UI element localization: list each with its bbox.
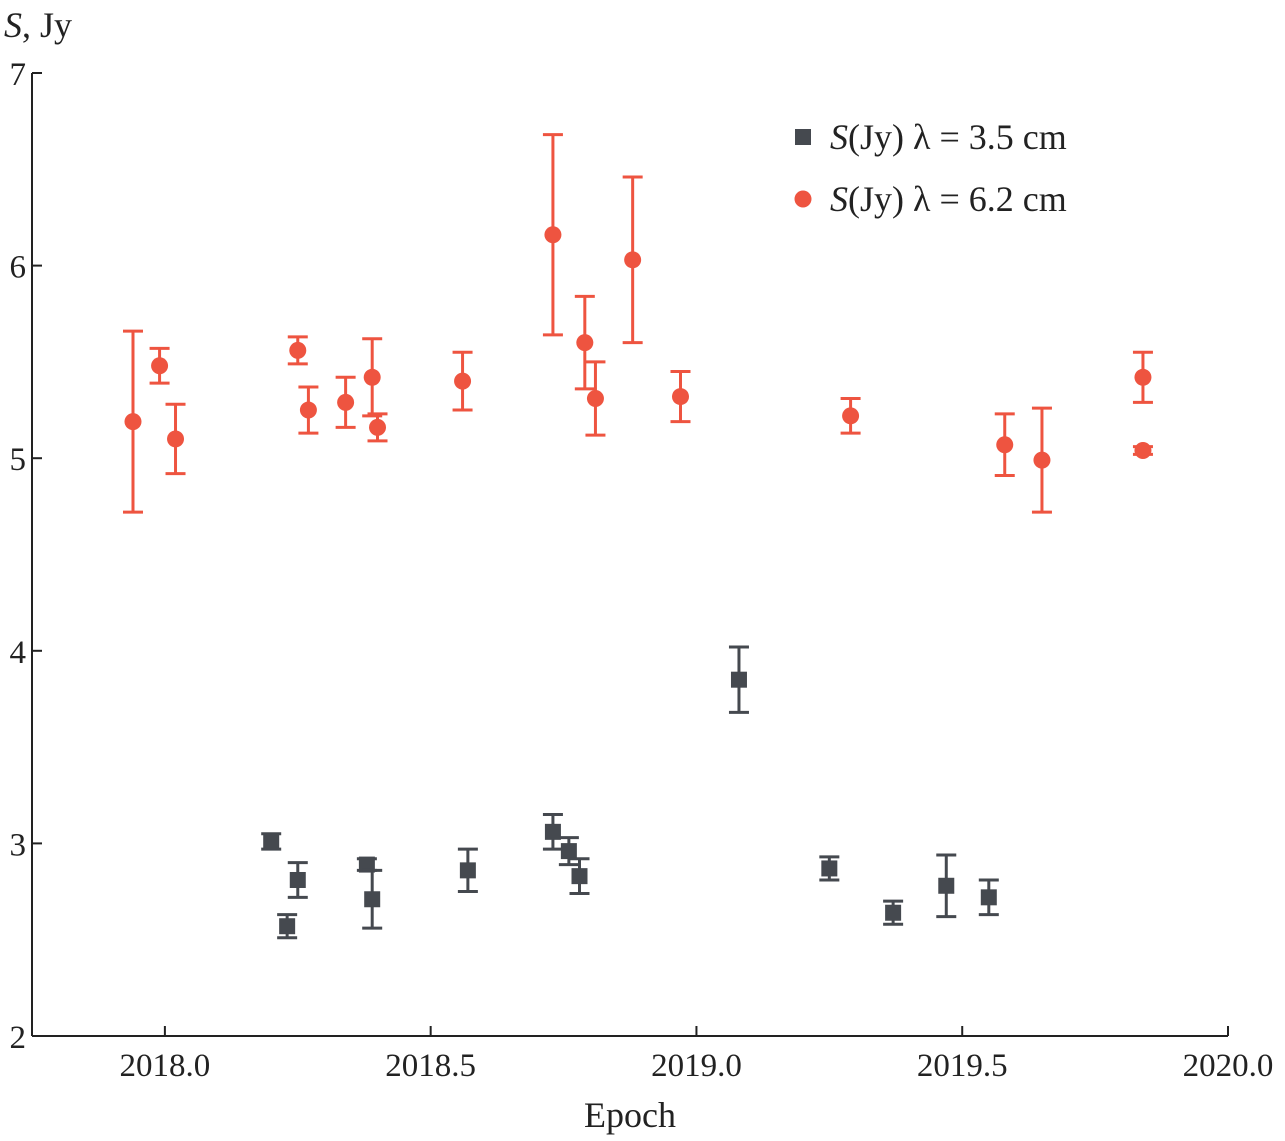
data-point-circle — [363, 368, 381, 386]
x-ticks: 2018.0 2018.5 2019.0 2019.5 2020.0 — [120, 1026, 1274, 1084]
x-tick-label: 2020.0 — [1183, 1048, 1274, 1084]
legend-label: S(Jy) λ = 6.2 cm — [830, 179, 1067, 219]
data-point-square — [560, 843, 577, 860]
legend: S(Jy) λ = 3.5 cmS(Jy) λ = 6.2 cm — [794, 117, 1067, 219]
data-point-circle — [586, 389, 604, 407]
data-point-circle — [1134, 441, 1152, 459]
data-point-square — [263, 833, 280, 850]
y-tick-label: 4 — [10, 635, 27, 671]
data-point-circle — [544, 226, 562, 244]
data-point-square — [885, 904, 902, 921]
data-point-circle — [671, 388, 689, 406]
data-point-square — [938, 877, 955, 894]
data-point-circle — [624, 251, 642, 269]
legend-marker-square — [795, 129, 811, 145]
y-tick-label: 5 — [10, 442, 27, 478]
data-point-circle — [167, 430, 185, 448]
series-circle — [122, 133, 1153, 514]
data-point-circle — [337, 393, 355, 411]
y-axis-title-unit: , Jy — [22, 5, 72, 45]
legend-label-symbol: S — [830, 179, 848, 219]
data-point-circle — [369, 418, 387, 436]
data-point-square — [289, 871, 306, 888]
data-point-square — [279, 918, 296, 935]
data-point-square — [358, 856, 375, 873]
series-layer — [122, 133, 1153, 940]
data-point-circle — [576, 334, 594, 352]
y-tick-label: 3 — [10, 827, 27, 863]
x-tick-label: 2018.0 — [120, 1048, 211, 1084]
data-point-circle — [289, 341, 307, 359]
data-point-square — [544, 823, 561, 840]
data-point-circle — [1134, 368, 1152, 386]
y-tick-label: 6 — [10, 250, 27, 286]
legend-label-text: (Jy) λ = 3.5 cm — [848, 117, 1067, 157]
data-point-square — [571, 868, 588, 885]
data-point-square — [730, 671, 747, 688]
data-point-circle — [151, 357, 169, 375]
legend-label-symbol: S — [830, 117, 848, 157]
series-square — [261, 645, 999, 940]
legend-label: S(Jy) λ = 3.5 cm — [830, 117, 1067, 157]
legend-label-text: (Jy) λ = 6.2 cm — [848, 179, 1067, 219]
y-tick-label: 2 — [10, 1020, 27, 1056]
data-point-square — [459, 862, 476, 879]
data-point-square — [821, 860, 838, 877]
y-ticks: 2 3 4 5 6 7 — [10, 57, 42, 1056]
data-point-circle — [299, 401, 317, 419]
y-axis-title-symbol: S — [4, 5, 22, 45]
data-point-circle — [1033, 451, 1051, 469]
legend-item: S(Jy) λ = 3.5 cm — [795, 117, 1067, 157]
legend-marker-circle — [794, 190, 812, 208]
data-point-square — [364, 891, 381, 908]
data-point-square — [980, 889, 997, 906]
x-tick-label: 2019.5 — [917, 1048, 1008, 1084]
legend-item: S(Jy) λ = 6.2 cm — [794, 179, 1067, 219]
data-point-circle — [454, 372, 472, 390]
y-axis-title: S, Jy — [4, 5, 72, 45]
data-point-circle — [124, 413, 142, 431]
x-tick-label: 2018.5 — [385, 1048, 476, 1084]
data-point-circle — [996, 436, 1014, 454]
y-tick-label: 7 — [10, 57, 27, 93]
x-tick-label: 2019.0 — [651, 1048, 742, 1084]
axes: 2018.0 2018.5 2019.0 2019.5 2020.0 2 3 4 5 6 7 — [10, 57, 1274, 1084]
data-point-circle — [842, 407, 860, 425]
x-axis-title: Epoch — [584, 1095, 676, 1135]
